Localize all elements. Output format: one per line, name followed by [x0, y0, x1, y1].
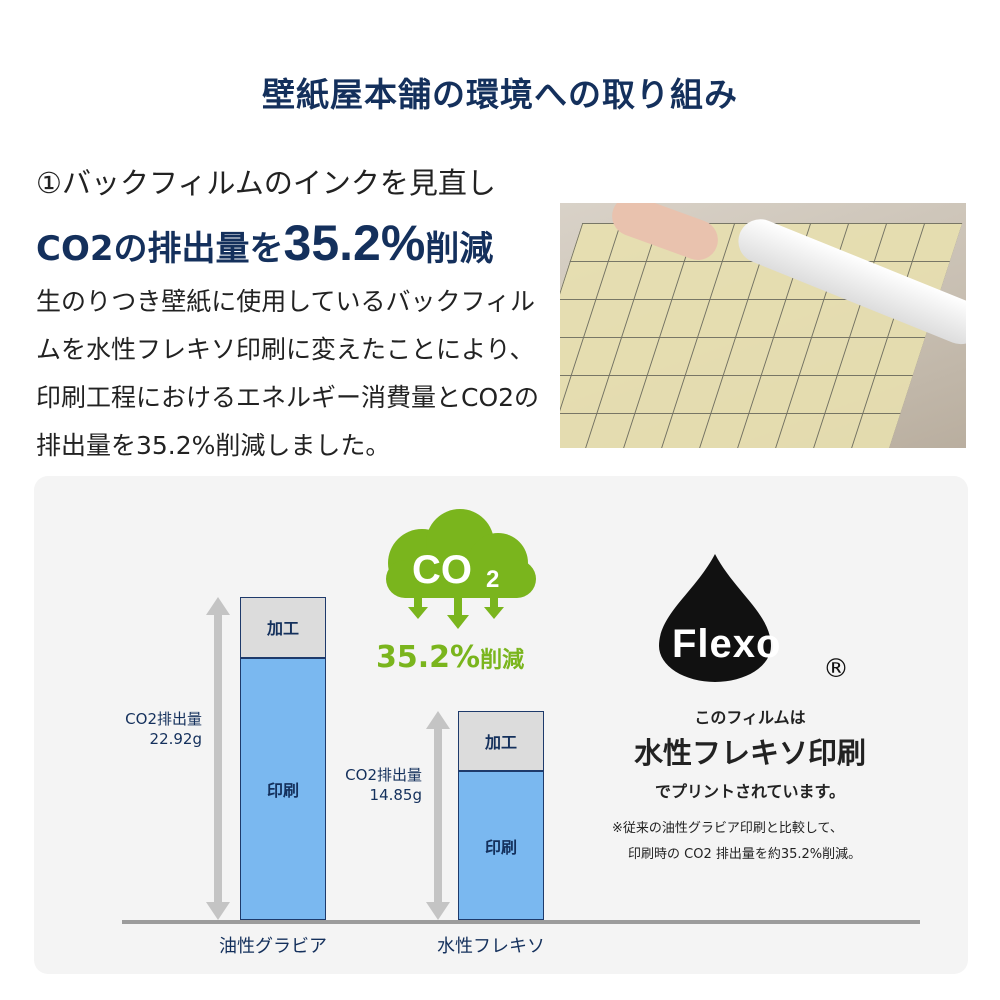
total-label: CO2排出量 14.85g — [314, 765, 422, 805]
reduction-label: 35.2%削減 — [376, 640, 524, 675]
segment-label: 印刷 — [484, 837, 517, 857]
ink-drop-icon — [659, 554, 771, 682]
flexo-line3: でプリントされています。 — [655, 782, 845, 801]
section-headline: CO2の排出量を35.2%削減 — [36, 214, 493, 272]
headline-value: 35.2% — [283, 215, 426, 271]
total-label-title: CO2排出量 — [125, 709, 202, 728]
segment-label: 加工 — [266, 619, 299, 639]
bar-processing-1: 加工 — [458, 710, 544, 772]
total-label-value: 22.92g — [149, 729, 202, 748]
flexo-note1: ※従来の油性グラビア印刷と比較して、 — [612, 821, 843, 836]
co2-text: CO — [412, 548, 472, 592]
bar-processing-0: 加工 — [240, 597, 326, 658]
section-body: 生のりつき壁紙に使用しているバックフィルムを水性フレキソ印刷に変えたことにより、… — [36, 287, 540, 460]
co2-cloud-icon: CO 2 — [386, 509, 536, 629]
reduction-value: 35.2% — [376, 640, 481, 675]
segment-label: 印刷 — [266, 780, 299, 800]
total-label-title: CO2排出量 — [345, 766, 422, 785]
total-label-value: 14.85g — [369, 786, 422, 805]
flexo-logo-text: Flexo — [672, 622, 782, 666]
product-photo — [560, 203, 966, 448]
flexo-line1: このフィルムは — [694, 708, 806, 727]
bar-printing-0: 印刷 — [240, 657, 326, 920]
bar-printing-1: 印刷 — [458, 771, 544, 920]
co2-subscript: 2 — [486, 566, 499, 593]
headline-suffix: 削減 — [425, 229, 494, 269]
height-arrow — [426, 710, 450, 921]
reduction-suffix: 削減 — [480, 648, 525, 673]
total-label: CO2排出量 22.92g — [94, 709, 202, 749]
category-label: 水性フレキソ — [437, 936, 545, 957]
flexo-line2: 水性フレキソ印刷 — [633, 736, 866, 770]
headline-prefix: CO2の排出量を — [36, 229, 284, 269]
flexo-note2: 印刷時の CO2 排出量を約35.2%削減。 — [628, 847, 862, 862]
chart-baseline — [122, 920, 920, 924]
section-heading: ①バックフィルムのインクを見直し — [36, 166, 496, 200]
segment-label: 加工 — [484, 733, 517, 753]
category-label: 油性グラビア — [219, 936, 327, 957]
height-arrow — [206, 597, 230, 920]
registered-mark: ® — [823, 654, 849, 684]
page-title: 壁紙屋本舗の環境への取り組み — [262, 75, 738, 114]
